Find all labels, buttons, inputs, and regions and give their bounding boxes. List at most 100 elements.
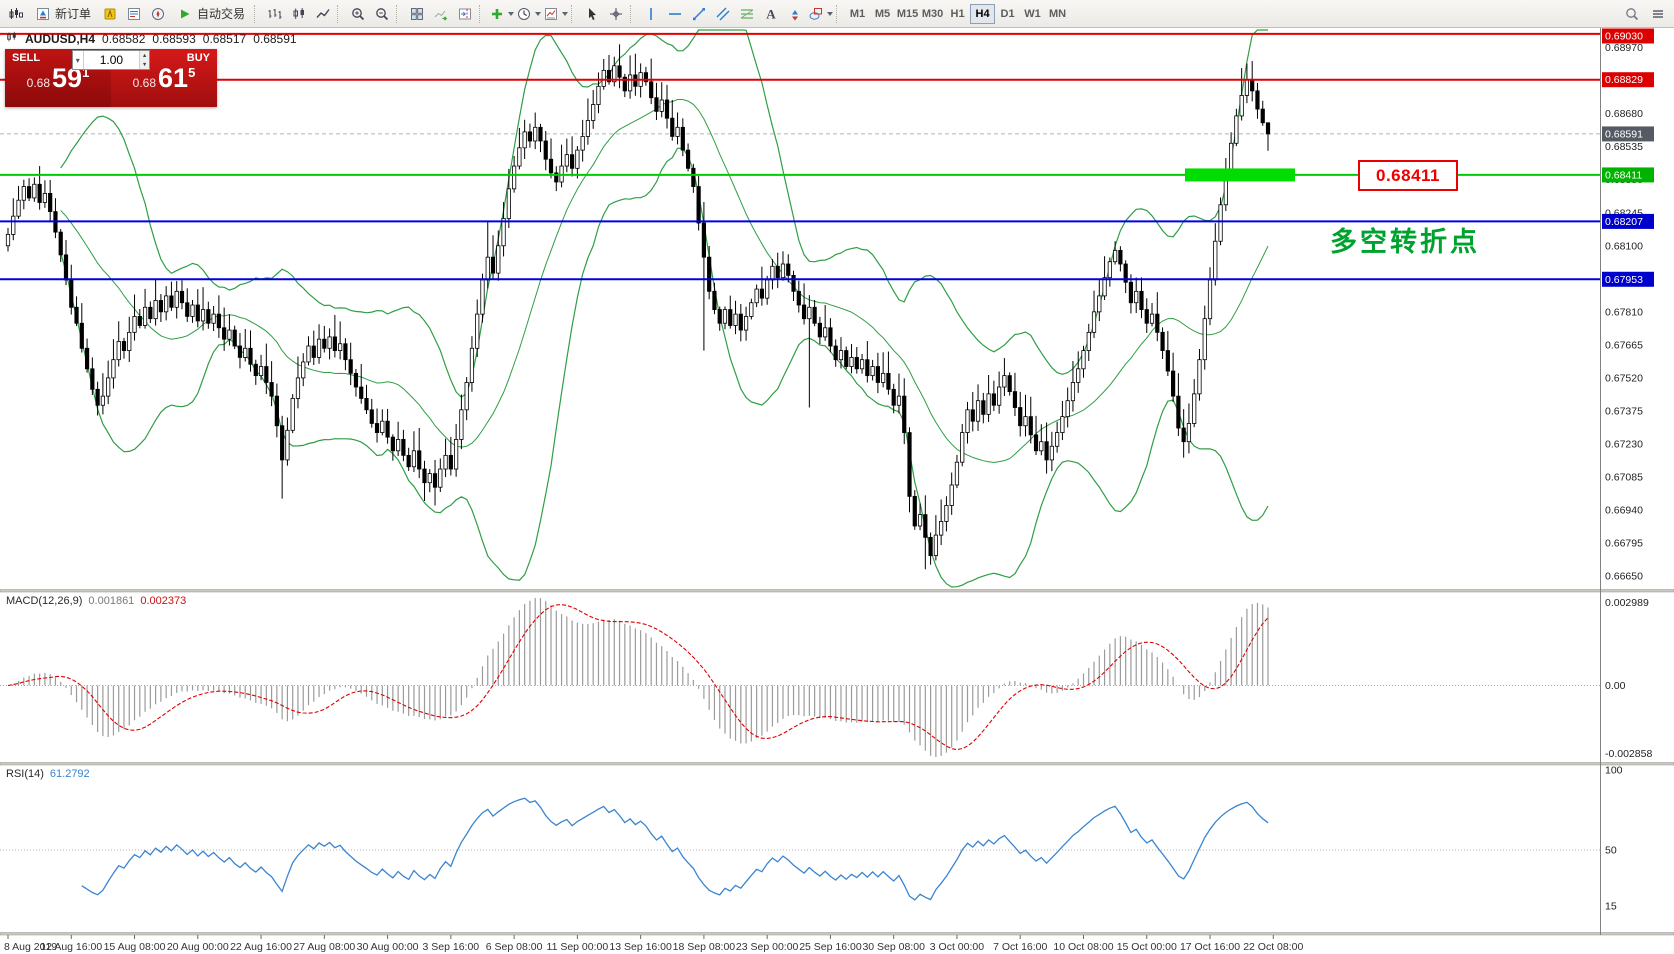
panel-separator-1[interactable] (0, 589, 1674, 593)
arrow-objects-button[interactable] (783, 3, 807, 25)
ohlc-open: 0.68582 (102, 31, 146, 46)
shapes-icon (808, 6, 824, 22)
volume-input[interactable] (83, 51, 140, 69)
zoom-in-button[interactable] (346, 3, 370, 25)
equidistant-channel-button[interactable] (711, 3, 735, 25)
chart-shift-button[interactable] (453, 3, 477, 25)
svg-text:0.68970: 0.68970 (1605, 42, 1643, 54)
shapes-dropdown-caret[interactable] (827, 11, 834, 16)
timeframe-h4-button[interactable]: H4 (970, 3, 996, 24)
macd-histogram (12, 598, 1269, 757)
svg-text:22 Oct 08:00: 22 Oct 08:00 (1243, 941, 1303, 953)
panel-separator-2[interactable] (0, 762, 1674, 766)
indicators-button[interactable] (488, 3, 515, 25)
toolbar-group-separator (630, 4, 635, 23)
timeframe-mn-button[interactable]: MN (1048, 7, 1067, 20)
crosshair-button[interactable] (604, 3, 628, 25)
market-watch-button[interactable] (122, 3, 146, 25)
metaeditor-button[interactable] (98, 3, 122, 25)
zoom-in-icon (350, 6, 366, 22)
auto-scroll-button[interactable] (429, 3, 453, 25)
chart-candles-button[interactable] (287, 3, 311, 25)
svg-text:0.67085: 0.67085 (1605, 472, 1643, 484)
chart-title: AUDUSD,H4 0.68582 0.68593 0.68517 0.6859… (6, 31, 297, 46)
toolbar-right (1620, 3, 1670, 25)
svg-text:0.67953: 0.67953 (1605, 274, 1643, 286)
metaeditor-icon (102, 6, 118, 22)
fibonacci-icon (739, 6, 755, 22)
timeframe-d1-button[interactable]: D1 (1000, 7, 1015, 20)
tile-windows-button[interactable] (405, 3, 429, 25)
svg-text:0.68411: 0.68411 (1605, 169, 1642, 181)
vertical-line-button[interactable] (639, 3, 663, 25)
toolbar-group-separator (337, 4, 342, 23)
new-order-label: 新订单 (55, 7, 92, 21)
templates-dropdown-caret[interactable] (562, 11, 569, 16)
annotation-text[interactable]: 多空转折点 (1330, 227, 1480, 257)
svg-text:11 Sep 00:00: 11 Sep 00:00 (547, 941, 609, 953)
horizontal-line-icon (667, 6, 683, 22)
window-list-icon (1650, 6, 1666, 22)
svg-text:17 Oct 16:00: 17 Oct 16:00 (1180, 941, 1240, 953)
timeframe-m15-button[interactable]: M15 (896, 7, 919, 20)
ohlc-close: 0.68591 (253, 31, 297, 46)
tile-windows-icon (409, 6, 425, 22)
vertical-line-icon (643, 6, 659, 22)
svg-text:7 Oct 16:00: 7 Oct 16:00 (993, 941, 1047, 953)
trendline-icon (691, 6, 707, 22)
highlight-box[interactable] (1185, 168, 1295, 182)
text-button[interactable]: A (759, 3, 783, 25)
timeframe-m5-button[interactable]: M5 (874, 7, 891, 20)
toolbar-group-separator (396, 4, 401, 23)
svg-text:0.002989: 0.002989 (1605, 597, 1649, 609)
templates-icon (543, 6, 559, 22)
horizontal-line-button[interactable] (663, 3, 687, 25)
new-chart-button[interactable] (4, 3, 28, 25)
svg-text:100: 100 (1605, 765, 1623, 777)
rsi-indicator-label: RSI(14) 61.2792 (6, 768, 90, 780)
toolbar: 新订单 自动交易 A M1 M5 M15 M30 H1 H4 D1 W1 MN (0, 0, 1674, 28)
volume-dropdown-button[interactable]: ▾ (73, 51, 84, 69)
navigator-button[interactable] (146, 3, 170, 25)
search-icon (1624, 6, 1640, 22)
templates-button[interactable] (542, 3, 569, 25)
svg-text:0.66940: 0.66940 (1605, 505, 1643, 517)
price-level-label[interactable]: 0.68411 (1358, 160, 1458, 191)
indicators-dropdown-caret[interactable] (508, 11, 515, 16)
panel-separator-3[interactable] (0, 932, 1674, 936)
timeframe-m1-button[interactable]: M1 (849, 7, 866, 20)
trendline-button[interactable] (687, 3, 711, 25)
zoom-out-button[interactable] (370, 3, 394, 25)
timeframe-h1-button[interactable]: H1 (950, 7, 965, 20)
search-button[interactable] (1620, 3, 1644, 25)
macd-axis[interactable]: 0.002989 0.00 -0.002858 (1605, 597, 1652, 760)
navigator-icon (150, 6, 166, 22)
new-order-button[interactable]: 新订单 (28, 3, 98, 25)
equidistant-channel-icon (715, 6, 731, 22)
window-list-button[interactable] (1646, 3, 1670, 25)
periods-dropdown-caret[interactable] (535, 11, 542, 16)
fibonacci-button[interactable] (735, 3, 759, 25)
periods-button[interactable] (515, 3, 542, 25)
chart-bars-button[interactable] (263, 3, 287, 25)
autotrading-button[interactable]: 自动交易 (170, 3, 252, 25)
svg-text:22 Aug 16:00: 22 Aug 16:00 (230, 941, 292, 953)
volume-field: ▾ ▲▼ (72, 50, 150, 70)
cursor-button[interactable] (580, 3, 604, 25)
timeframe-w1-button[interactable]: W1 (1024, 7, 1041, 20)
volume-up-button[interactable]: ▲ (140, 51, 150, 60)
macd-indicator-label: MACD(12,26,9) 0.001861 0.002373 (6, 595, 187, 607)
svg-text:30 Aug 00:00: 30 Aug 00:00 (357, 941, 419, 953)
svg-text:0.68829: 0.68829 (1605, 74, 1643, 86)
crosshair-icon (608, 6, 624, 22)
svg-text:0.68535: 0.68535 (1605, 141, 1643, 153)
volume-down-button[interactable]: ▼ (140, 60, 150, 69)
chart-line-button[interactable] (311, 3, 335, 25)
shapes-button[interactable] (807, 3, 834, 25)
svg-text:15 Oct 00:00: 15 Oct 00:00 (1117, 941, 1177, 953)
volume-spinner: ▲ ▼ (139, 51, 150, 69)
timeframe-m30-button[interactable]: M30 (921, 7, 944, 20)
buy-button[interactable]: BUY 0.68 61 5 (111, 49, 217, 107)
